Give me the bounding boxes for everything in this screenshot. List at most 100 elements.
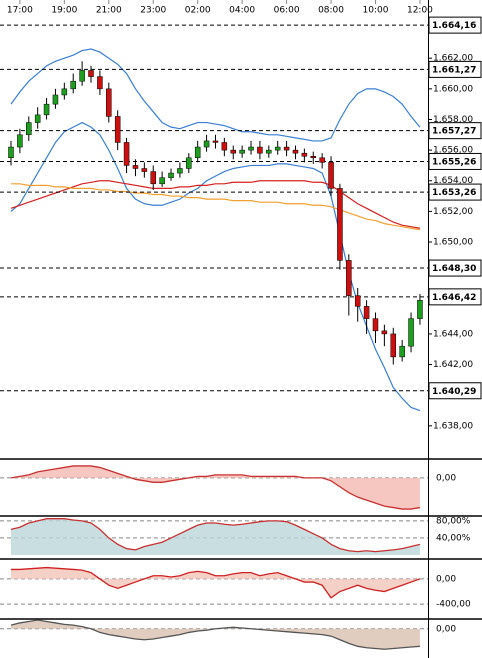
level-label: 1.661,27 — [432, 65, 476, 75]
y-tick-label: 1.654,00 — [433, 176, 473, 186]
candle-body — [230, 149, 236, 154]
indicator-line — [10, 465, 421, 510]
indicator-line — [10, 48, 421, 142]
candle-body — [159, 177, 165, 185]
candle-body — [26, 122, 32, 136]
level-box — [428, 288, 482, 306]
candle-body — [354, 295, 361, 307]
y-tick-label: 1.652,00 — [433, 207, 473, 217]
y-tick-label: 1.656,00 — [433, 146, 473, 156]
candle-body — [168, 172, 174, 178]
candle-body — [274, 146, 281, 151]
y-tick-label: 40,00% — [436, 533, 471, 543]
y-tick-label: 1.642,00 — [433, 360, 473, 370]
x-tick-label: 19:00 — [51, 6, 77, 16]
level-label: 1.655,26 — [432, 157, 476, 167]
candle-body — [114, 116, 121, 143]
candle-body — [43, 103, 50, 116]
candle-body — [346, 260, 352, 296]
candle-body — [266, 149, 272, 154]
indicator-line — [10, 619, 420, 650]
candle-body — [70, 80, 76, 90]
level-box — [428, 60, 482, 78]
x-tick-label: 04:00 — [229, 6, 255, 16]
candle-body — [132, 165, 139, 169]
y-tick-label: 1.658,00 — [433, 115, 473, 125]
candle-body — [301, 152, 308, 157]
candle-body — [337, 188, 343, 261]
y-tick-label: 1.638,00 — [433, 421, 473, 431]
level-box — [428, 16, 482, 34]
candle-body — [363, 306, 370, 319]
y-tick-label: 1.644,00 — [433, 329, 473, 339]
candle-body — [292, 149, 299, 154]
candle-body — [390, 333, 397, 358]
candle-body — [8, 146, 14, 159]
level-box — [428, 259, 482, 277]
candle-body — [248, 146, 254, 151]
candle-body — [17, 134, 23, 148]
candle-body — [257, 146, 263, 154]
y-tick-label: 1.660,00 — [433, 84, 473, 94]
candle-body — [283, 146, 290, 151]
indicator-line — [10, 121, 421, 412]
level-box — [428, 122, 482, 140]
level-box — [428, 183, 482, 201]
candle-body — [399, 345, 405, 358]
level-box — [428, 152, 482, 170]
candle-body — [141, 168, 148, 172]
candle-body — [61, 88, 68, 96]
x-tick-label: 08:00 — [318, 6, 344, 16]
candle-body — [194, 146, 201, 159]
candle-body — [150, 171, 156, 185]
candle-body — [79, 70, 85, 82]
candle-body — [88, 70, 94, 77]
level-label: 1.653,26 — [432, 188, 476, 198]
x-tick-label: 10:00 — [363, 6, 389, 16]
level-label: 1.657,27 — [432, 127, 476, 137]
indicator-line — [10, 518, 421, 553]
candle-body — [123, 142, 130, 166]
candle-body — [417, 299, 423, 319]
candle-body — [106, 88, 112, 117]
x-tick-label: 17:00 — [7, 6, 33, 16]
candle-body — [186, 157, 192, 169]
candle-body — [381, 330, 388, 335]
indicator-area — [11, 465, 420, 510]
candle-body — [221, 142, 228, 151]
level-label: 1.646,42 — [432, 293, 476, 303]
y-tick-label: 80,00% — [436, 516, 471, 526]
candle-body — [52, 94, 59, 105]
y-tick-label: -400,00 — [436, 600, 471, 610]
indicator-line — [10, 180, 421, 229]
candle-body — [310, 155, 317, 159]
y-tick-label: 0,00 — [436, 624, 456, 634]
level-label: 1.664,16 — [432, 21, 476, 31]
y-tick-label: 1.650,00 — [433, 238, 473, 248]
indicator-line — [11, 183, 421, 231]
candle-body — [212, 140, 219, 143]
candle-body — [97, 76, 103, 90]
candle-body — [319, 157, 325, 163]
y-tick-label: 1.662,00 — [433, 54, 473, 64]
x-tick-label: 21:00 — [96, 6, 122, 16]
indicator-area — [11, 518, 420, 556]
candle-body — [203, 140, 210, 148]
y-tick-label: 0,00 — [436, 473, 456, 483]
x-tick-label: 12:00 — [407, 6, 433, 16]
candle-body — [239, 149, 245, 154]
level-box — [428, 382, 482, 400]
candle-body — [328, 162, 334, 189]
x-tick-label: 23:00 — [140, 6, 166, 16]
x-tick-label: 02:00 — [185, 6, 211, 16]
level-label: 1.648,30 — [432, 264, 476, 274]
candle-body — [408, 318, 414, 347]
indicator-line — [11, 566, 421, 599]
candle-body — [372, 318, 379, 332]
level-label: 1.640,29 — [432, 387, 476, 397]
candle-body — [177, 168, 183, 174]
indicator-area — [11, 567, 420, 598]
candle-body — [34, 114, 41, 123]
y-tick-label: 0,00 — [436, 574, 456, 584]
